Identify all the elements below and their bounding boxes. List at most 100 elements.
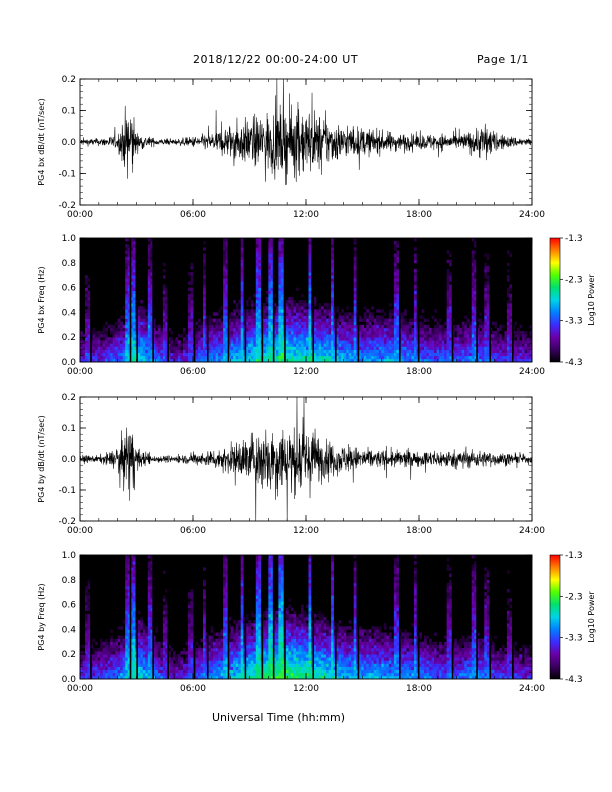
spectrogram-cell <box>481 343 485 347</box>
spectrogram-cell <box>105 648 108 652</box>
spectrogram-cell <box>393 253 397 257</box>
spectrogram-cell <box>240 570 244 574</box>
spectrogram-cell <box>323 346 327 350</box>
spectrogram-cell <box>155 346 159 350</box>
spectrogram-cell <box>100 663 103 667</box>
spectrogram-cell <box>92 340 96 344</box>
spectrogram-cell <box>142 672 146 677</box>
spectrogram-cell <box>200 340 204 344</box>
spectrogram-cell <box>238 620 242 624</box>
spectrogram-cell <box>208 321 211 326</box>
spectrogram-cell <box>127 613 131 618</box>
spectrogram-cell <box>431 327 435 332</box>
spectrogram-cell <box>132 644 136 649</box>
spectrogram-cell <box>421 324 425 329</box>
spectrogram-cell <box>218 641 221 646</box>
spectrogram-cell <box>218 358 221 363</box>
spectrogram-cell <box>343 331 347 335</box>
spectrogram-cell <box>228 626 231 630</box>
spectrogram-cell <box>223 265 226 270</box>
spectrogram-cell <box>127 247 131 251</box>
spectrogram-cell <box>516 331 520 335</box>
spectrogram-cell <box>223 293 226 298</box>
spectrogram-cell <box>165 321 169 326</box>
spectrogram-cell <box>97 349 101 353</box>
spectrogram-cell <box>258 334 262 338</box>
spectrogram-cell <box>275 309 279 313</box>
spectrogram-cell <box>306 334 309 338</box>
spectrogram-cell <box>459 358 462 363</box>
spectrogram-cell <box>326 355 329 360</box>
spectrogram-cell <box>253 293 257 298</box>
spectrogram-cell <box>130 352 134 357</box>
spectrogram-cell <box>142 358 146 363</box>
spectrogram-cell <box>469 340 473 344</box>
spectrogram-cell <box>110 675 113 680</box>
spectrogram-cell <box>147 555 151 559</box>
spectrogram-cell <box>321 355 324 360</box>
spectrogram-cell <box>313 340 317 344</box>
spectrogram-cell <box>273 303 277 307</box>
spectrogram-cell <box>132 327 136 332</box>
spectrogram-cell <box>491 349 495 353</box>
spectrogram-cell <box>258 262 262 267</box>
spectrogram-cell <box>223 269 226 273</box>
spectrogram-cell <box>147 613 151 618</box>
spectrogram-cell <box>132 349 136 353</box>
spectrogram-cell <box>270 358 274 363</box>
spectrogram-cell <box>210 343 214 347</box>
spectrogram-cell <box>142 340 146 344</box>
spectrogram-cell <box>125 349 129 353</box>
spectrogram-cell <box>413 272 417 276</box>
spectrogram-cell <box>167 657 171 661</box>
spectrogram-cell <box>378 352 382 357</box>
spectrogram-cell <box>439 340 442 344</box>
spectrogram-cell <box>130 598 134 602</box>
spectrogram-cell <box>110 352 113 357</box>
spectrogram-cell <box>313 355 317 360</box>
spectrogram-cell <box>476 349 480 353</box>
spectrogram-cell <box>240 269 244 273</box>
spectrogram-cell <box>514 358 518 363</box>
spectrogram-cell <box>127 663 131 667</box>
spectrogram-cell <box>122 638 126 643</box>
spectrogram-cell <box>132 315 136 319</box>
spectrogram-cell <box>132 343 136 347</box>
spectrogram-cell <box>429 334 432 338</box>
spectrogram-cell <box>165 604 169 608</box>
spectrogram-cell <box>127 278 131 282</box>
spectrogram-cell <box>167 654 171 658</box>
spectrogram-cell <box>142 349 146 353</box>
spectrogram-cell <box>198 651 201 655</box>
spectrogram-cell <box>386 324 390 329</box>
spectrogram-cell <box>358 340 362 344</box>
spectrogram-cell <box>175 657 179 661</box>
spectrogram-cell <box>446 349 450 353</box>
spectrogram-cell <box>92 337 96 341</box>
spectrogram-cell <box>278 315 282 319</box>
spectrogram-cell <box>203 241 206 245</box>
spectrogram-cell <box>336 309 339 313</box>
spectrogram-cell <box>185 358 189 363</box>
spectrogram-cell <box>308 275 312 279</box>
spectrogram-cell <box>208 666 211 670</box>
spectrogram-cell <box>419 337 422 341</box>
spectrogram-cell <box>471 352 475 357</box>
spectrogram-cell <box>177 672 181 677</box>
spectrogram-cell <box>105 651 108 655</box>
spectrogram-cell <box>85 617 88 621</box>
spectrogram-cell <box>132 262 136 267</box>
spectrogram-cell <box>150 296 154 301</box>
spectrogram-cell <box>401 355 405 360</box>
spectrogram-cell <box>258 244 262 248</box>
spectrogram-cell <box>326 334 329 338</box>
spectrogram-cell <box>167 343 171 347</box>
spectrogram-cell <box>210 334 214 338</box>
spectrogram-cell <box>125 262 129 267</box>
spectrogram-cell <box>346 306 349 310</box>
spectrogram-cell <box>200 669 204 674</box>
spectrogram-cell <box>381 334 385 338</box>
spectrogram-cell <box>491 321 495 326</box>
spectrogram-cell <box>406 343 410 347</box>
spectrogram-cell <box>80 337 83 341</box>
